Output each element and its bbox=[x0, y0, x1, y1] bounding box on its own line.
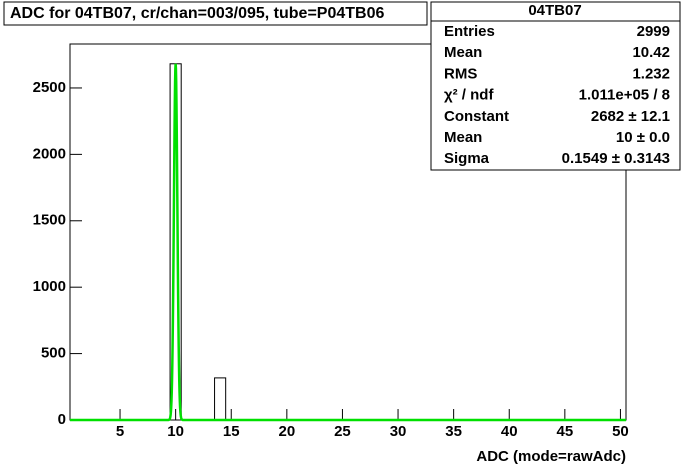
stats-value: 10 ± 0.0 bbox=[616, 129, 670, 146]
x-axis-label: ADC (mode=rawAdc) bbox=[476, 448, 626, 465]
x-tick-label: 30 bbox=[390, 423, 407, 440]
y-tick-label: 2000 bbox=[33, 145, 66, 162]
y-tick-label: 0 bbox=[58, 411, 66, 428]
stats-value: 10.42 bbox=[632, 44, 670, 61]
y-tick-label: 500 bbox=[41, 345, 66, 362]
x-tick-label: 15 bbox=[223, 423, 240, 440]
x-tick-label: 50 bbox=[612, 423, 629, 440]
title-box bbox=[3, 1, 428, 26]
y-tick-label: 1000 bbox=[33, 278, 66, 295]
stats-label: Sigma bbox=[444, 150, 490, 167]
stats-label: Mean bbox=[444, 129, 482, 146]
x-tick-label: 40 bbox=[501, 423, 518, 440]
x-tick-label: 20 bbox=[278, 423, 295, 440]
fit-curve bbox=[70, 63, 626, 422]
x-tick-label: 10 bbox=[167, 423, 184, 440]
stats-label: Constant bbox=[444, 108, 509, 125]
y-tick-label: 2500 bbox=[33, 79, 66, 96]
x-tick-label: 5 bbox=[116, 423, 124, 440]
stats-label: Mean bbox=[444, 44, 482, 61]
y-tick-label: 1500 bbox=[33, 212, 66, 229]
x-tick-label: 35 bbox=[445, 423, 462, 440]
stats-box bbox=[430, 1, 681, 171]
stats-label: RMS bbox=[444, 65, 477, 82]
stats-value: 0.1549 ± 0.3143 bbox=[562, 150, 670, 167]
stats-title: 04TB07 bbox=[528, 2, 581, 19]
stats-value: 1.011e+05 / 8 bbox=[579, 87, 670, 104]
stats-label: Entries bbox=[444, 23, 495, 40]
stats-value: 2682 ± 12.1 bbox=[591, 108, 670, 125]
x-tick-label: 45 bbox=[556, 423, 573, 440]
chart-title: ADC for 04TB07, cr/chan=003/095, tube=P0… bbox=[10, 5, 384, 22]
stats-label: χ² / ndf bbox=[444, 87, 494, 104]
x-tick-label: 25 bbox=[334, 423, 351, 440]
stats-value: 1.232 bbox=[632, 65, 670, 82]
stats-value: 2999 bbox=[637, 23, 670, 40]
